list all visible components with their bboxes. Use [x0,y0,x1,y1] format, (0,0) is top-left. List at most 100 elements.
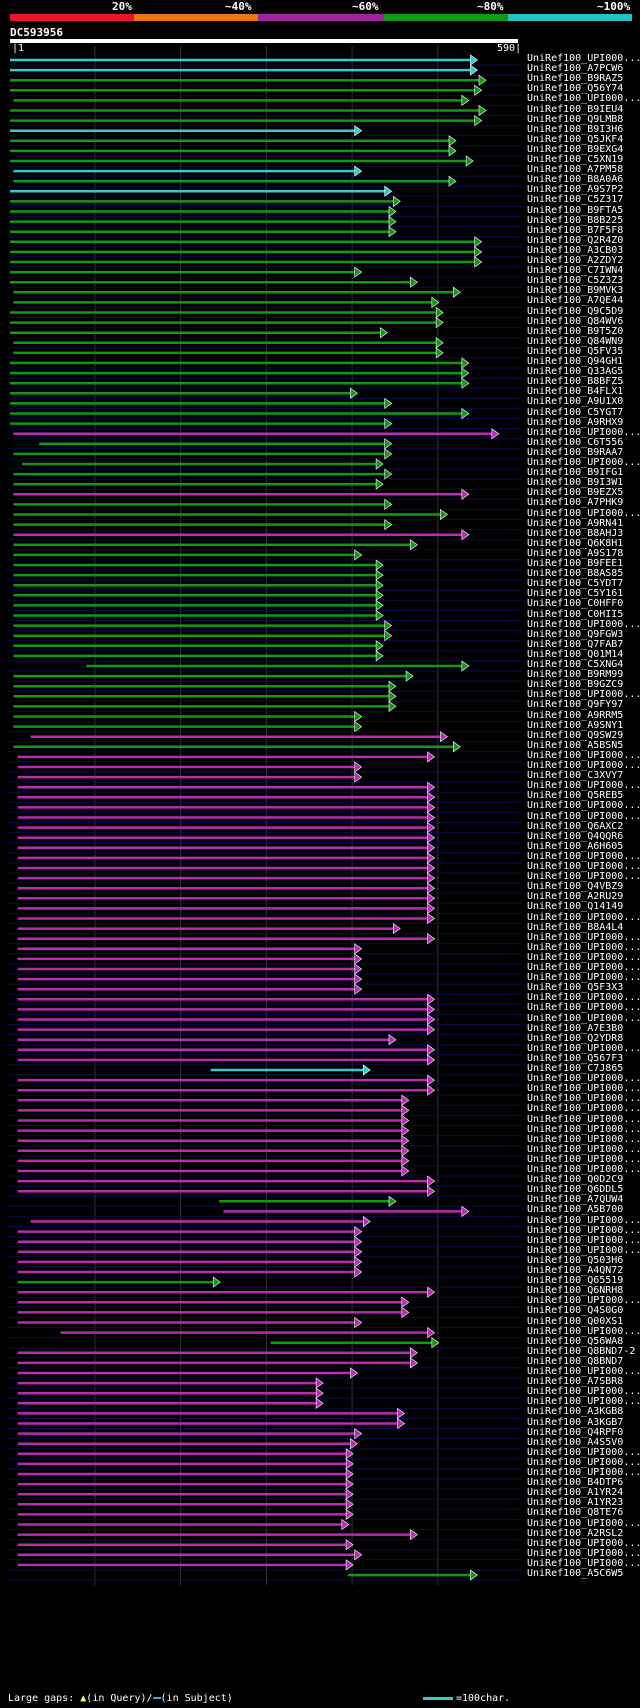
hit-label[interactable]: UniRef100_A9S178 [527,547,624,559]
hit-label[interactable]: UniRef100_C5Y161 [527,588,624,600]
hit-label[interactable]: UniRef100_B7F5F8 [527,224,624,236]
hit-label[interactable]: UniRef100_A7QE44 [527,295,624,307]
hit-label[interactable]: UniRef100_C3XVY7 [527,770,624,782]
hit-label[interactable]: UniRef100_A1YR23 [527,1497,624,1509]
hit-label[interactable]: UniRef100_B8A0A6 [527,174,624,186]
hit-label[interactable]: UniRef100_C5XNG4 [527,659,624,670]
hit-label[interactable]: UniRef100_UPI000... [527,760,640,771]
hit-label[interactable]: UniRef100_C5Z317 [527,194,624,206]
hit-label[interactable]: UniRef100_UPI000... [527,1547,640,1559]
hit-label[interactable]: UniRef100_Q5REB5 [527,790,624,802]
hit-label[interactable]: UniRef100_UPI000... [527,941,640,953]
hit-label[interactable]: UniRef100_UPI000... [527,962,640,973]
hit-label[interactable]: UniRef100_UPI000... [527,93,640,105]
hit-label[interactable]: UniRef100_Q8BND7-2 [527,1345,636,1357]
hit-label[interactable]: UniRef100_UPI000... [527,931,640,943]
hit-label[interactable]: UniRef100_UPI000... [527,1214,640,1226]
hit-label[interactable]: UniRef100_UPI000... [527,1295,640,1307]
hit-label[interactable]: UniRef100_UPI000... [527,1446,640,1458]
hit-label[interactable]: UniRef100_B9RAZ5 [527,73,624,85]
hit-label[interactable]: UniRef100_B9GZC9 [527,679,624,691]
hit-label[interactable]: UniRef100_C0HII5 [527,608,624,620]
hit-label[interactable]: UniRef100_A5B700 [527,1204,624,1216]
hit-label[interactable]: UniRef100_UPI000... [527,780,640,792]
hit-label[interactable]: UniRef100_UPI000... [527,911,640,923]
hit-label[interactable]: UniRef100_Q7FAB7 [527,638,624,650]
hit-label[interactable]: UniRef100_B8BFZ5 [527,376,624,388]
hit-label[interactable]: UniRef100_C7J865 [527,1063,624,1074]
hit-label[interactable]: UniRef100_UPI000... [527,992,640,1004]
hit-label[interactable]: UniRef100_UPI000... [527,1143,640,1155]
hit-label[interactable]: UniRef100_UPI000... [527,1517,640,1529]
hit-label[interactable]: UniRef100_A7SBR8 [527,1376,624,1388]
hit-label[interactable]: UniRef100_UPI000... [527,1073,640,1085]
hit-label[interactable]: UniRef100_B9EZX5 [527,487,624,499]
hit-label[interactable]: UniRef100_UPI000... [527,1164,640,1175]
hit-label[interactable]: UniRef100_UPI000... [527,1133,640,1145]
hit-label[interactable]: UniRef100_UPI000... [527,1002,640,1014]
hit-label[interactable]: UniRef100_B4FLX1 [527,386,624,398]
hit-label[interactable]: UniRef100_B9RAA7 [527,446,624,458]
hit-label[interactable]: UniRef100_UPI000... [527,1123,640,1135]
hit-label[interactable]: UniRef100_B8B225 [527,214,624,226]
hit-label[interactable]: UniRef100_UPI000... [527,53,640,64]
hit-label[interactable]: UniRef100_A2ZDY2 [527,255,624,266]
hit-label[interactable]: UniRef100_UPI000... [527,1537,640,1549]
hit-label[interactable]: UniRef100_B8A4L4 [527,921,624,933]
hit-label[interactable]: UniRef100_Q6NRH8 [527,1285,624,1297]
hit-label[interactable]: UniRef100_Q65519 [527,1275,624,1287]
hit-label[interactable]: UniRef100_Q00XS1 [527,1315,624,1327]
hit-label[interactable]: UniRef100_Q5JKF4 [527,133,624,145]
hit-label[interactable]: UniRef100_Q8BND7 [527,1355,624,1367]
hit-label[interactable]: UniRef100_A9RHX9 [527,416,624,428]
hit-label[interactable]: UniRef100_UPI000... [527,972,640,984]
hit-label[interactable]: UniRef100_UPI000... [527,457,640,468]
hit-label[interactable]: UniRef100_A6H605 [527,840,624,852]
hit-label[interactable]: UniRef100_Q2YDR8 [527,1032,624,1044]
hit-label[interactable]: UniRef100_A4S5V0 [527,1436,624,1448]
hit-label[interactable]: UniRef100_Q9LMB8 [527,113,624,125]
hit-label[interactable]: UniRef100_Q33AG5 [527,366,624,378]
hit-label[interactable]: UniRef100_B8AHJ3 [527,527,624,539]
hit-label[interactable]: UniRef100_C0HFF0 [527,598,624,610]
hit-label[interactable]: UniRef100_UPI000... [527,1093,640,1105]
hit-label[interactable]: UniRef100_A7PCW6 [527,63,624,75]
hit-label[interactable]: UniRef100_UPI000... [527,1467,640,1478]
hit-label[interactable]: UniRef100_Q567F3 [527,1052,624,1064]
hit-label[interactable]: UniRef100_UPI000... [527,1325,640,1337]
hit-label[interactable]: UniRef100_Q56Y74 [527,83,624,95]
hit-label[interactable]: UniRef100_UPI000... [527,1042,640,1054]
hit-label[interactable]: UniRef100_UPI000... [527,1083,640,1095]
hit-label[interactable]: UniRef100_UPI000... [527,800,640,812]
hit-label[interactable]: UniRef100_B9T5Z0 [527,325,624,337]
hit-label[interactable]: UniRef100_Q9FY97 [527,699,624,711]
hit-label[interactable]: UniRef100_Q503H6 [527,1254,624,1266]
hit-label[interactable]: UniRef100_C5YGT7 [527,406,624,418]
hit-label[interactable]: UniRef100_A7PM58 [527,164,624,176]
hit-label[interactable]: UniRef100_Q6K8H1 [527,537,624,549]
hit-label[interactable]: UniRef100_A3KGB8 [527,1406,624,1418]
hit-label[interactable]: UniRef100_UPI000... [527,861,640,872]
hit-label[interactable]: UniRef100_B9RM99 [527,669,624,681]
hit-label[interactable]: UniRef100_A9RRM5 [527,709,624,721]
hit-label[interactable]: UniRef100_UPI000... [527,850,640,862]
hit-label[interactable]: UniRef100_Q84WN9 [527,335,624,347]
hit-label[interactable]: UniRef100_B9IFG1 [527,467,624,479]
hit-label[interactable]: UniRef100_Q5F3X3 [527,982,624,994]
hit-label[interactable]: UniRef100_A7QUW4 [527,1194,624,1206]
hit-label[interactable]: UniRef100_UPI000... [527,749,640,761]
hit-label[interactable]: UniRef100_B9FEE1 [527,558,624,569]
hit-label[interactable]: UniRef100_B8AS85 [527,568,624,580]
hit-label[interactable]: UniRef100_UPI000... [527,1396,640,1408]
hit-label[interactable]: UniRef100_Q84WV6 [527,315,624,327]
hit-label[interactable]: UniRef100_C5Z3Z3 [527,275,624,287]
hit-label[interactable]: UniRef100_Q4S0G0 [527,1305,624,1317]
hit-label[interactable]: UniRef100_UPI000... [527,1153,640,1165]
hit-label[interactable]: UniRef100_UPI000... [527,618,640,630]
hit-label[interactable]: UniRef100_B9EXG4 [527,143,624,155]
hit-label[interactable]: UniRef100_Q6DDL5 [527,1184,624,1196]
hit-label[interactable]: UniRef100_B9I3W1 [527,477,624,489]
hit-label[interactable]: UniRef100_Q14149 [527,901,624,913]
hit-label[interactable]: UniRef100_A7PHK9 [527,497,624,509]
hit-label[interactable]: UniRef100_A7E3B0 [527,1022,624,1034]
